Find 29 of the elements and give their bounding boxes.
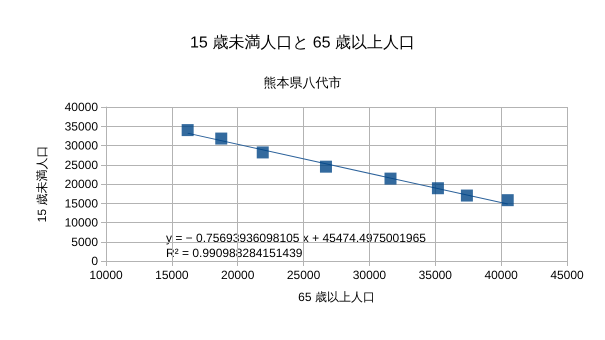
point: [256, 146, 269, 158]
x-tick-label: 20000: [221, 268, 255, 282]
point: [320, 160, 332, 173]
x-axis-title: 65 歳以上人口: [298, 290, 375, 304]
point: [432, 182, 444, 194]
y-tick-label: 20000: [64, 177, 98, 191]
y-tick-label: 5000: [71, 234, 98, 249]
x-tick-label: 30000: [352, 268, 386, 282]
chart-title: 15 歳未満人口と 65 歳以上人口: [190, 34, 415, 52]
x-tick-label: 40000: [484, 268, 518, 282]
point: [182, 124, 194, 136]
x-tick-label: 45000: [550, 268, 584, 282]
point: [384, 172, 397, 185]
y-axis-title: 15 歳未満人口: [35, 146, 49, 222]
y-tick-label: 35000: [64, 119, 98, 134]
y-tick-label: 10000: [64, 216, 98, 230]
x-tick-label: 35000: [418, 268, 452, 282]
x-tick-label: 10000: [89, 268, 124, 282]
point: [460, 190, 473, 202]
y-tick-label: 30000: [64, 138, 98, 152]
y-tick-label: 0: [91, 254, 98, 268]
x-tick-label: 15000: [155, 268, 189, 282]
y-tick-label: 15000: [64, 196, 98, 210]
y-tick-label: 25000: [64, 158, 98, 172]
x-tick-label: 25000: [286, 268, 321, 282]
chart-subtitle: 熊本県八代市: [264, 75, 342, 90]
point: [215, 132, 228, 145]
point: [502, 194, 514, 206]
y-tick-label: 40000: [64, 100, 98, 114]
